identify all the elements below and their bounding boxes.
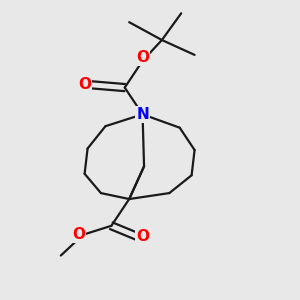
Text: O: O: [136, 229, 149, 244]
Text: N: N: [136, 107, 149, 122]
Text: O: O: [72, 227, 85, 242]
Text: O: O: [78, 77, 91, 92]
Text: O: O: [136, 50, 149, 65]
